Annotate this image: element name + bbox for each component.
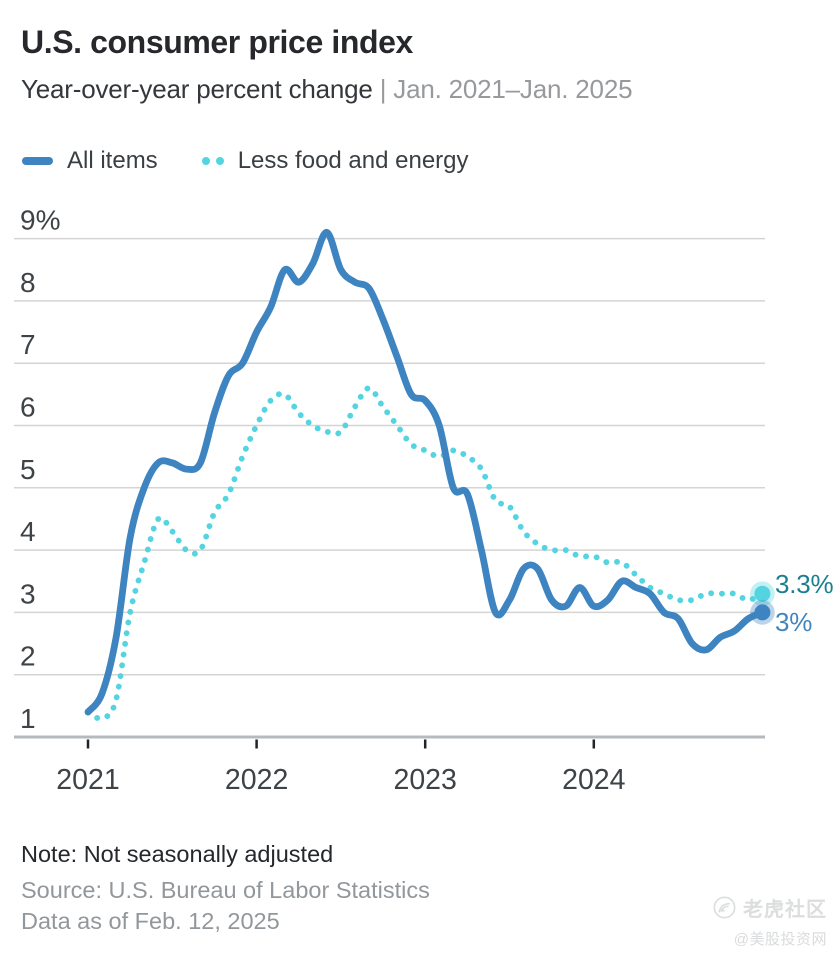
subtitle-measure: Year-over-year percent change — [21, 74, 373, 104]
y-tick-label: 4 — [20, 516, 36, 547]
y-tick-label: 6 — [20, 392, 36, 423]
data-as-of-text: Data as of Feb. 12, 2025 — [21, 908, 280, 934]
y-tick-label: 5 — [20, 454, 36, 485]
y-tick-label: 9% — [20, 205, 60, 236]
subtitle-date-range: | Jan. 2021–Jan. 2025 — [379, 74, 633, 104]
x-tick-label: 2021 — [56, 764, 119, 796]
x-tick-label: 2022 — [225, 764, 288, 796]
y-tick-label: 1 — [20, 703, 36, 734]
watermark-handle-text: @美股投资网 — [733, 931, 827, 948]
legend-swatch-solid-line — [22, 157, 53, 165]
x-tick-label: 2023 — [393, 764, 456, 796]
legend-swatch-dotted-line — [201, 157, 224, 165]
watermark: 老虎社区 @美股投资网 — [713, 893, 827, 949]
legend-item-all-items: All items — [22, 147, 158, 175]
source-text: Source: U.S. Bureau of Labor Statistics — [21, 877, 430, 903]
endpoint-dot — [754, 585, 771, 602]
chart-subtitle: Year-over-year percent change | Jan. 2021… — [21, 74, 633, 105]
tiger-logo-icon — [713, 896, 736, 919]
chart-legend: All items Less food and energy — [22, 147, 469, 175]
legend-label-all-items: All items — [67, 147, 158, 174]
legend-label-less-food-energy: Less food and energy — [237, 147, 469, 174]
end-label-less-food-energy: 3.3% — [775, 569, 834, 599]
y-tick-label: 7 — [20, 329, 36, 360]
page-title: U.S. consumer price index — [21, 24, 413, 60]
legend-item-less-food-energy: Less food and energy — [201, 147, 469, 175]
y-tick-label: 2 — [20, 641, 36, 672]
y-tick-label: 3 — [20, 578, 36, 609]
less-food-energy-line — [85, 385, 766, 722]
endpoint-dot — [754, 604, 771, 621]
end-label-all-items: 3% — [775, 607, 813, 637]
x-tick-label: 2024 — [562, 764, 626, 796]
note-text: Note: Not seasonally adjusted — [21, 841, 334, 867]
y-tick-label: 8 — [20, 267, 36, 298]
watermark-community-text: 老虎社区 — [743, 899, 827, 921]
all-items-line — [84, 228, 766, 716]
